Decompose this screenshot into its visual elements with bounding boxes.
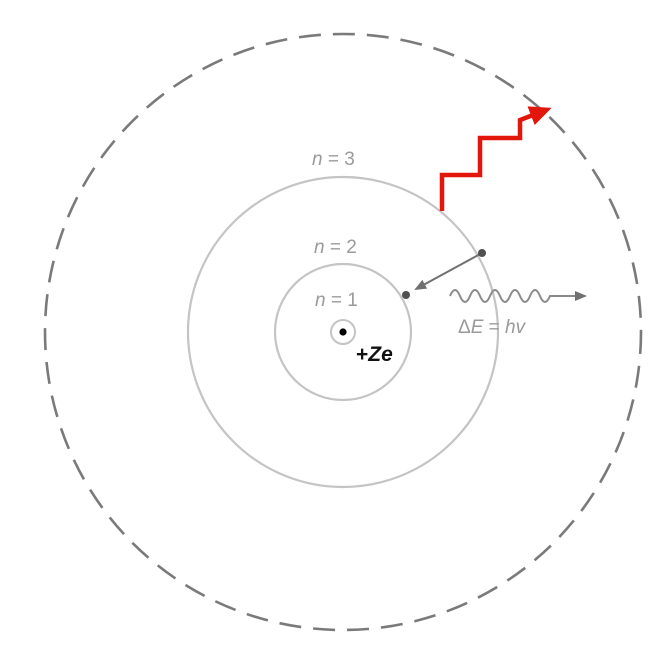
orbit-label-n3: n = 3 bbox=[312, 149, 355, 170]
photon-energy-label: ΔE = hv bbox=[458, 317, 527, 338]
outer-dashed-orbit bbox=[43, 32, 643, 632]
transition-arrow bbox=[414, 252, 483, 290]
nucleus-dot bbox=[339, 328, 347, 336]
nucleus-charge-label: +Ze bbox=[356, 343, 393, 366]
electron-n2 bbox=[402, 291, 410, 299]
orbit-label-n2: n = 2 bbox=[314, 237, 357, 258]
zigzag-arrow-icon bbox=[439, 106, 552, 211]
orbit-n3 bbox=[186, 175, 500, 489]
nucleus bbox=[330, 319, 356, 345]
orbit-label-n1: n = 1 bbox=[315, 290, 358, 311]
wavy-arrow-icon bbox=[449, 289, 587, 303]
electron-n3 bbox=[478, 249, 486, 257]
orbit-n2 bbox=[273, 262, 413, 402]
